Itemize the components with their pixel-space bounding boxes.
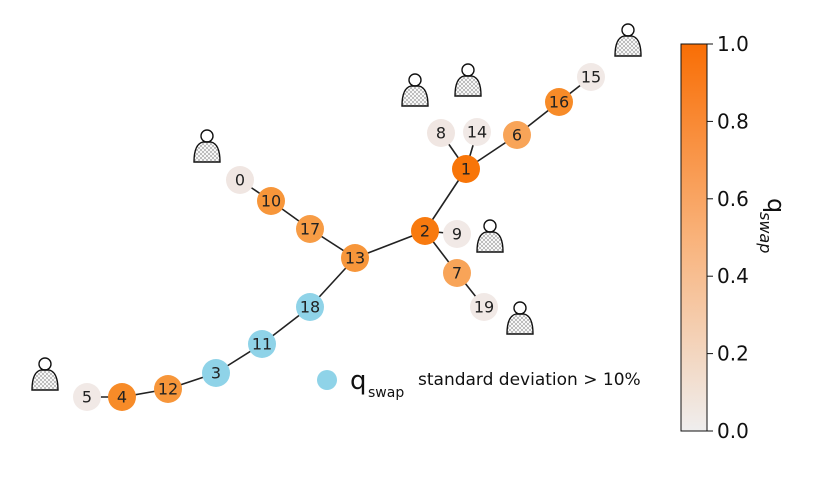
node: 8 bbox=[427, 119, 455, 147]
node-label: 16 bbox=[549, 93, 569, 112]
node-label: 4 bbox=[117, 388, 127, 407]
node: 15 bbox=[577, 63, 605, 91]
person-icons bbox=[31, 23, 642, 391]
node-label: 10 bbox=[261, 192, 281, 211]
node: 9 bbox=[443, 220, 471, 248]
legend: q swap standard deviation > 10% bbox=[317, 366, 641, 401]
node-label: 19 bbox=[474, 298, 494, 317]
node-label: 12 bbox=[158, 380, 178, 399]
node-label: 7 bbox=[452, 264, 462, 283]
node: 1 bbox=[452, 155, 480, 183]
node: 17 bbox=[296, 215, 324, 243]
node: 2 bbox=[411, 217, 439, 245]
legend-text: standard deviation > 10% bbox=[418, 370, 641, 390]
colorbar-tick: 0.2 bbox=[717, 342, 749, 366]
node: 14 bbox=[463, 118, 491, 146]
node: 4 bbox=[108, 383, 136, 411]
node: 18 bbox=[296, 293, 324, 321]
nodes: 0 10 17 13 2 9 1 8 14 6 16 15 7 19 18 11… bbox=[73, 63, 605, 411]
node-label: 0 bbox=[235, 171, 245, 190]
colorbar-tick: 0.0 bbox=[717, 419, 749, 443]
colorbar-bar bbox=[680, 43, 708, 432]
node-label: 17 bbox=[300, 220, 320, 239]
node-label: 1 bbox=[461, 160, 471, 179]
colorbar-label: q bbox=[762, 198, 790, 213]
legend-marker bbox=[317, 370, 337, 390]
node-label: 11 bbox=[252, 335, 272, 354]
legend-symbol: q bbox=[350, 366, 367, 396]
legend-subscript: swap bbox=[368, 385, 404, 401]
node: 7 bbox=[443, 259, 471, 287]
node: 0 bbox=[226, 166, 254, 194]
node: 3 bbox=[202, 359, 230, 387]
node: 12 bbox=[154, 375, 182, 403]
colorbar-tick: 0.4 bbox=[717, 264, 749, 288]
node-label: 3 bbox=[211, 364, 221, 383]
node-label: 13 bbox=[345, 249, 365, 268]
node-label: 6 bbox=[512, 126, 522, 145]
colorbar-tick: 0.8 bbox=[717, 109, 749, 133]
node-label: 15 bbox=[581, 68, 601, 87]
node-label: 14 bbox=[467, 123, 487, 142]
colorbar: 0.0 0.2 0.4 0.6 0.8 1.0 q swap bbox=[680, 32, 790, 443]
node: 16 bbox=[545, 88, 573, 116]
node-label: 2 bbox=[420, 222, 430, 241]
node-label: 9 bbox=[452, 225, 462, 244]
colorbar-tick: 0.6 bbox=[717, 187, 749, 211]
colorbar-tick: 1.0 bbox=[717, 32, 749, 56]
node: 6 bbox=[503, 121, 531, 149]
node: 10 bbox=[257, 187, 285, 215]
node-label: 5 bbox=[82, 388, 92, 407]
node: 19 bbox=[470, 293, 498, 321]
node-label: 18 bbox=[300, 298, 320, 317]
node: 11 bbox=[248, 330, 276, 358]
colorbar-label-subscript: swap bbox=[756, 212, 775, 253]
node: 13 bbox=[341, 244, 369, 272]
node-label: 8 bbox=[436, 124, 446, 143]
node: 5 bbox=[73, 383, 101, 411]
